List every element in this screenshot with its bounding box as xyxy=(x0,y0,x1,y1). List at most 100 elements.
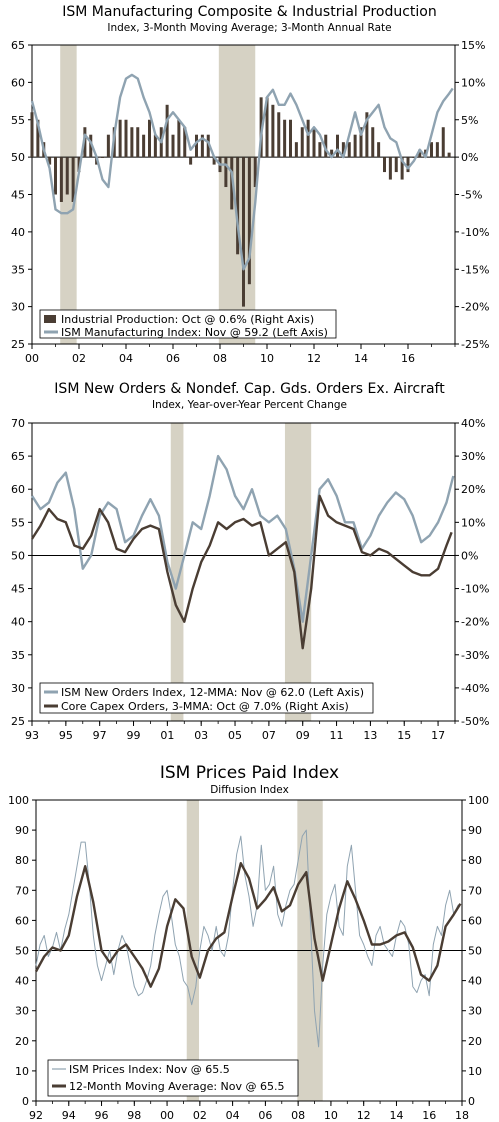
bar xyxy=(318,142,322,158)
right-axis-tick-label: -50% xyxy=(461,715,489,728)
bar xyxy=(212,157,216,165)
bar xyxy=(118,119,122,158)
x-axis-tick-label: 10 xyxy=(324,1109,338,1122)
left-axis-tick-label: 40 xyxy=(15,975,29,988)
left-axis-tick-label: 60 xyxy=(11,76,25,89)
left-axis-tick-label: 80 xyxy=(15,854,29,867)
bar xyxy=(271,104,275,158)
right-axis-tick-label: 10 xyxy=(468,1065,482,1078)
left-axis-tick-label: 10 xyxy=(15,1065,29,1078)
bar xyxy=(388,157,392,180)
x-axis-tick-label: 05 xyxy=(228,729,242,742)
series-line xyxy=(30,454,455,623)
left-axis-tick-label: 65 xyxy=(11,39,25,52)
bar xyxy=(430,142,433,158)
bar xyxy=(183,127,187,158)
right-axis-tick-label: 40% xyxy=(461,417,485,430)
left-axis-tick-label: 35 xyxy=(11,263,25,276)
bar xyxy=(71,157,75,202)
x-axis-tick-label: 09 xyxy=(296,729,310,742)
x-axis-tick-label: 07 xyxy=(262,729,276,742)
right-axis-tick-label: -20% xyxy=(461,616,489,629)
right-axis-tick-label: 10% xyxy=(461,516,485,529)
right-axis-tick-label: 20 xyxy=(468,1035,482,1048)
x-axis-tick-label: 11 xyxy=(330,729,344,742)
right-axis-tick-label: -25% xyxy=(461,338,489,351)
left-axis-tick-label: 90 xyxy=(15,824,29,837)
x-axis-tick-label: 10 xyxy=(260,352,274,365)
x-axis-tick-label: 16 xyxy=(422,1109,436,1122)
legend-label: ISM New Orders Index, 12-MMA: Nov @ 62.0… xyxy=(61,686,364,699)
bar xyxy=(341,142,345,158)
bar xyxy=(377,142,381,158)
legend-box xyxy=(39,682,374,714)
right-axis-tick-label: 30% xyxy=(461,450,485,463)
plot-frame xyxy=(31,422,456,722)
x-axis-tick-label: 03 xyxy=(194,729,208,742)
legend-box xyxy=(47,1059,299,1097)
bar xyxy=(365,112,369,158)
legend-label: ISM Prices Index: Nov @ 65.5 xyxy=(69,1063,230,1076)
left-axis-tick-label: 40 xyxy=(11,616,25,629)
x-axis-tick-label: 13 xyxy=(363,729,377,742)
legend-box xyxy=(39,309,337,339)
right-axis-tick-label: 30 xyxy=(468,1005,482,1018)
bar xyxy=(171,134,175,158)
left-axis-tick-label: 35 xyxy=(11,649,25,662)
chart-2-subtitle: Index, Year-over-Year Percent Change xyxy=(151,399,348,411)
right-axis-tick-label: 60 xyxy=(468,914,482,927)
bar xyxy=(336,134,339,158)
bar xyxy=(89,134,93,158)
left-axis-tick-label: 50 xyxy=(11,549,25,562)
bar xyxy=(371,127,375,158)
x-axis-tick-label: 02 xyxy=(193,1109,207,1122)
bar xyxy=(441,127,445,158)
left-axis-tick-label: 30 xyxy=(15,1005,29,1018)
left-axis-tick-label: 0 xyxy=(22,1095,29,1108)
bar xyxy=(224,157,228,188)
right-axis-tick-label: -40% xyxy=(461,682,489,695)
x-axis-tick-label: 94 xyxy=(62,1109,76,1122)
left-axis-tick-label: 100 xyxy=(8,794,29,807)
x-axis-tick-label: 17 xyxy=(431,729,445,742)
bar xyxy=(30,112,34,158)
bar xyxy=(177,119,181,158)
x-axis-tick-label: 12 xyxy=(307,352,321,365)
left-axis-tick-label: 25 xyxy=(11,715,25,728)
bar xyxy=(324,134,328,158)
series-line xyxy=(30,73,454,271)
left-axis-tick-label: 30 xyxy=(11,682,25,695)
left-axis-tick-label: 20 xyxy=(15,1035,29,1048)
left-axis-tick-label: 50 xyxy=(15,945,29,958)
chart-3-plot: 0102030405060708090100010203040506070809… xyxy=(8,794,489,1122)
chart-3-title: ISM Prices Paid Index xyxy=(159,763,340,783)
bar xyxy=(153,134,157,158)
bar xyxy=(300,127,304,158)
bar xyxy=(236,157,240,255)
bar xyxy=(312,127,316,158)
right-axis-tick-label: 70 xyxy=(468,884,482,897)
right-axis-tick-label: 50 xyxy=(468,945,482,958)
left-axis-tick-label: 60 xyxy=(15,914,29,927)
bar xyxy=(54,157,57,195)
bar xyxy=(165,104,169,158)
bar xyxy=(59,157,63,202)
right-axis-tick-label: 90 xyxy=(468,824,482,837)
x-axis-tick-label: 14 xyxy=(389,1109,403,1122)
legend-label: ISM Manufacturing Index: Nov @ 59.2 (Lef… xyxy=(61,326,328,339)
bar xyxy=(394,157,398,173)
left-axis-tick-label: 45 xyxy=(11,583,25,596)
recession-band xyxy=(284,423,312,721)
chart-1-plot: 25 30 35 40 45 50 55 60 65 -25% -20% -15% -10% -5% 0% 5… xyxy=(11,39,489,365)
right-axis-tick-label: -5% xyxy=(461,189,482,202)
recession-band xyxy=(170,423,184,721)
left-axis-tick-label: 70 xyxy=(11,417,25,430)
bar xyxy=(189,157,193,165)
bar xyxy=(412,157,416,158)
x-axis-tick-label: 14 xyxy=(354,352,368,365)
bar xyxy=(247,157,251,285)
bar xyxy=(383,157,386,173)
bar xyxy=(124,119,128,158)
bar xyxy=(136,127,140,158)
right-axis-tick-label: 5% xyxy=(461,114,478,127)
